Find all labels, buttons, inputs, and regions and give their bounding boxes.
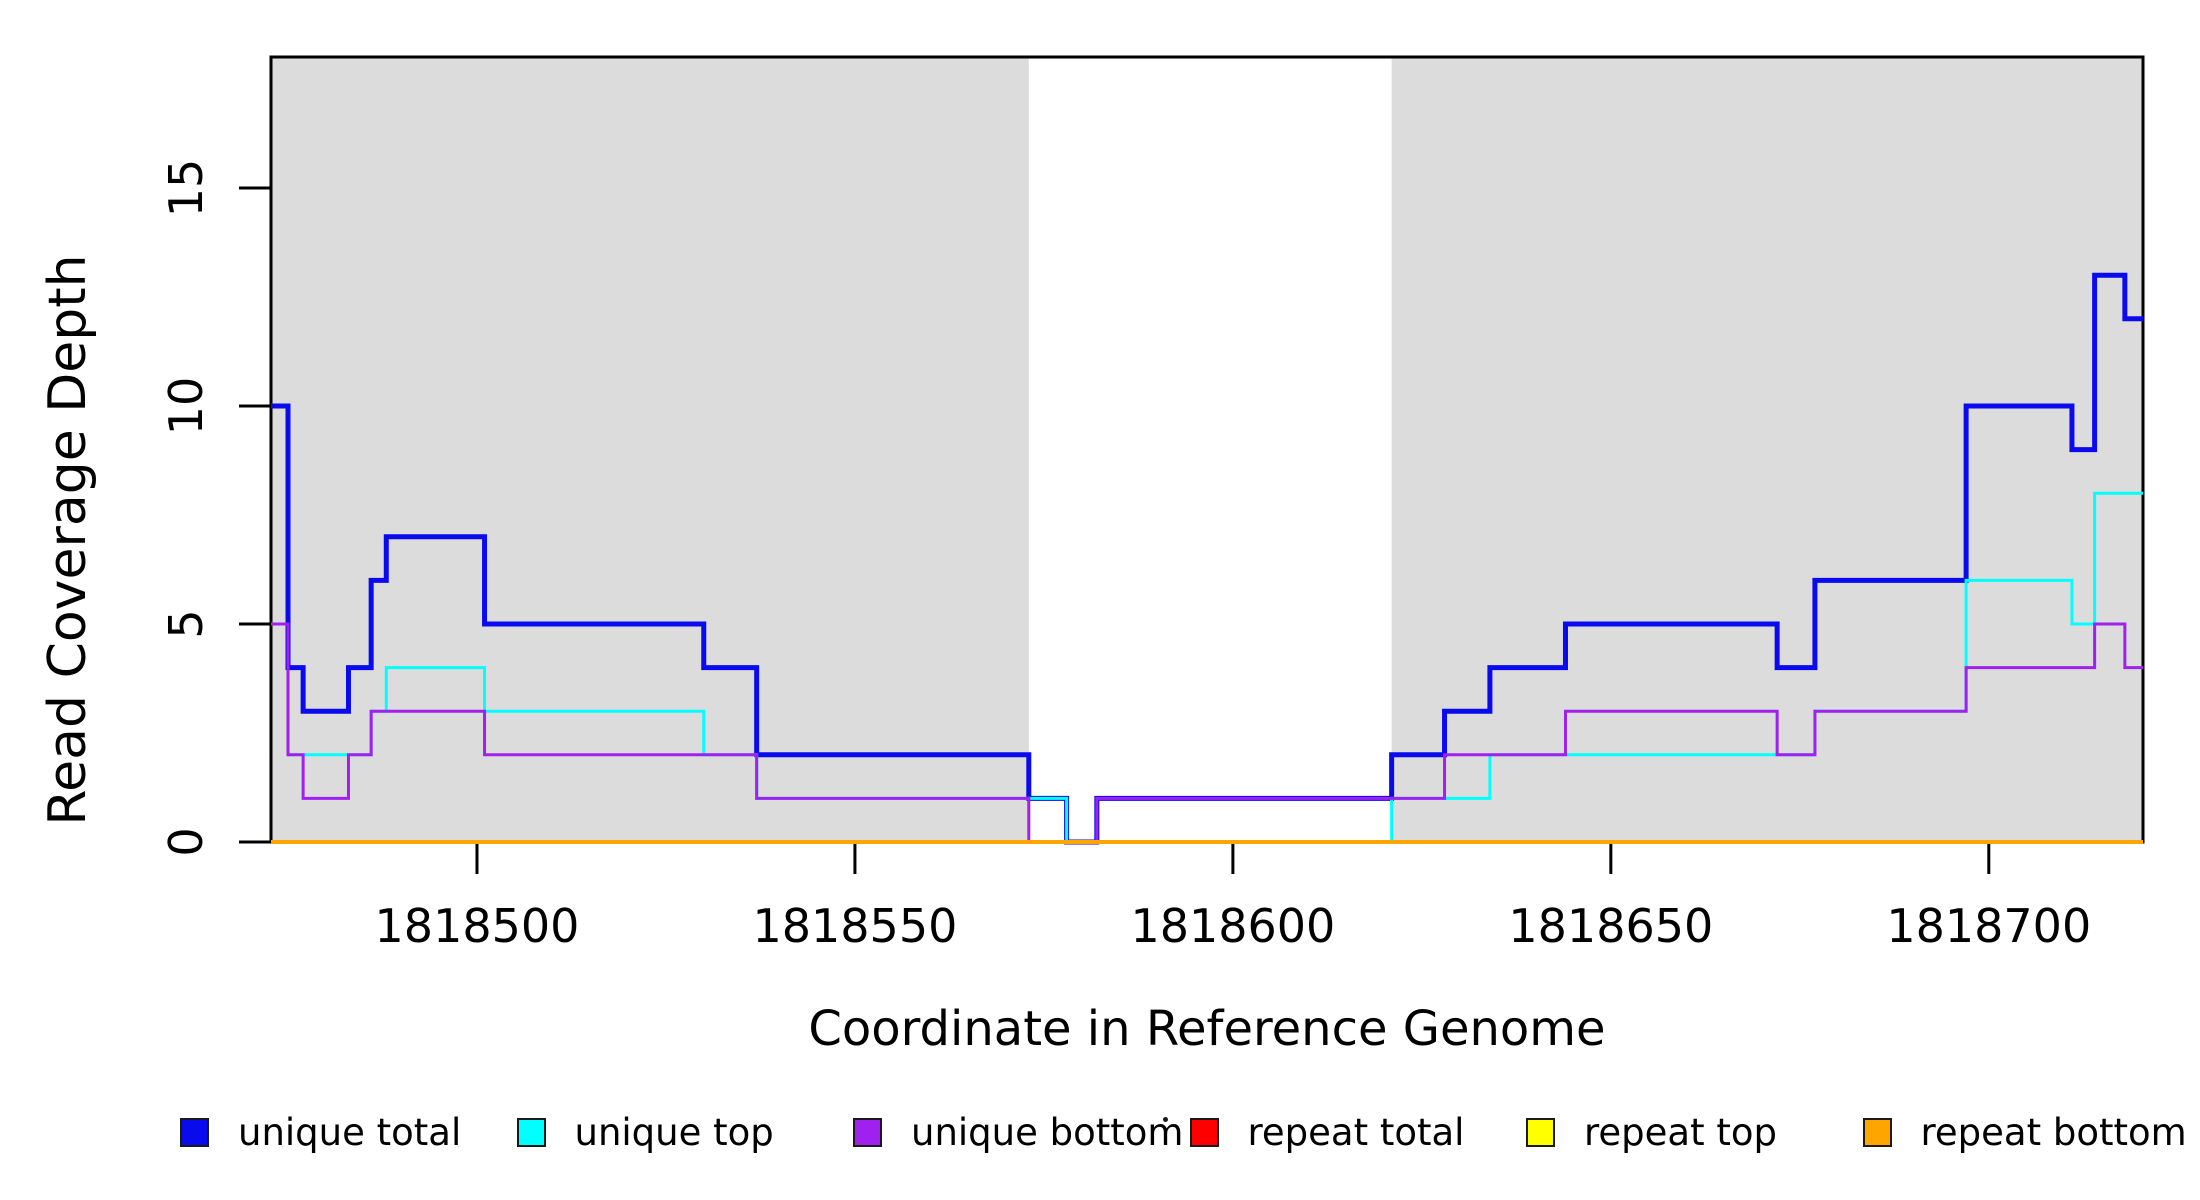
legend-item-unique-total: unique total	[180, 1106, 461, 1158]
legend-item-repeat-total: repeat total	[1189, 1106, 1465, 1158]
legend-swatch-unique-bottom	[853, 1117, 882, 1147]
legend-item-repeat-top: repeat top	[1526, 1106, 1777, 1158]
y-tick-label: 0	[159, 827, 213, 856]
legend-label: unique top	[574, 1110, 774, 1154]
legend-label: unique total	[238, 1110, 462, 1154]
data-series	[271, 272, 2143, 845]
legend-item-unique-top: unique top	[516, 1106, 774, 1158]
axes: 1818500 1818550 1818600 1818650 1818700 0 5 10 1…	[159, 55, 2145, 953]
x-axis-title: Coordinate in Reference Genome	[808, 1001, 1605, 1057]
series-unique-bottom	[271, 622, 2143, 844]
legend-swatch-unique-total	[180, 1117, 209, 1147]
shaded-region	[1391, 57, 2143, 842]
y-tick-label: 5	[159, 609, 213, 638]
legend-label: repeat top	[1584, 1110, 1777, 1154]
legend-swatch-unique-top	[516, 1117, 546, 1147]
shaded-regions	[271, 57, 2143, 842]
legend-item-unique-bottom: unique bottom	[853, 1106, 1183, 1158]
legend-item-repeat-bottom: repeat bottom	[1862, 1106, 2187, 1158]
legend-label: repeat bottom	[1920, 1110, 2187, 1154]
legend-label: unique bottom	[911, 1110, 1184, 1154]
legend-swatch-repeat-top	[1526, 1117, 1555, 1147]
x-tick-label: 1818550	[752, 899, 957, 953]
x-tick-label: 1818500	[375, 899, 580, 953]
y-tick-label: 10	[159, 377, 213, 436]
legend-swatch-repeat-bottom	[1862, 1117, 1892, 1147]
stray-dot	[1163, 1117, 1168, 1122]
x-tick-label: 1818650	[1508, 899, 1713, 953]
x-tick-label: 1818600	[1130, 899, 1335, 953]
x-tick-label: 1818700	[1886, 899, 2091, 953]
y-axis-title: Read Coverage Depth	[38, 254, 98, 825]
legend-label: repeat total	[1247, 1110, 1465, 1154]
shaded-region	[271, 57, 1029, 842]
y-tick-label: 15	[159, 159, 213, 218]
legend-swatch-repeat-total	[1189, 1117, 1219, 1147]
